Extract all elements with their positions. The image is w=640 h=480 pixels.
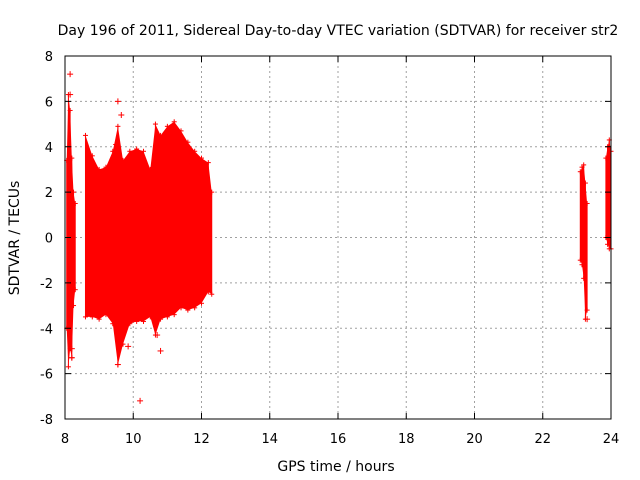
y-tick-label: 8 <box>45 50 53 65</box>
x-tick-label: 10 <box>125 432 142 447</box>
x-tick-label: 18 <box>398 432 415 447</box>
y-tick-label: 2 <box>45 186 53 201</box>
x-tick-label: 12 <box>193 432 210 447</box>
x-tick-label: 16 <box>330 432 347 447</box>
y-tick-label: 0 <box>45 232 53 247</box>
data-band <box>85 121 212 365</box>
y-tick-label: -8 <box>40 413 53 428</box>
y-tick-label: 4 <box>45 141 53 156</box>
x-tick-label: 24 <box>603 432 620 447</box>
y-tick-label: -6 <box>40 368 53 383</box>
x-axis-label: GPS time / hours <box>277 459 394 475</box>
x-tick-label: 14 <box>261 432 278 447</box>
data-layer <box>64 71 614 404</box>
chart-title: Day 196 of 2011, Sidereal Day-to-day VTE… <box>58 23 619 39</box>
y-axis-label: SDTVAR / TECUs <box>7 181 23 296</box>
x-tick-label: 8 <box>61 432 69 447</box>
x-tick-label: 22 <box>534 432 551 447</box>
y-tick-label: -4 <box>40 322 53 337</box>
data-band <box>605 139 611 249</box>
x-tick-label: 20 <box>466 432 483 447</box>
y-tick-label: 6 <box>45 95 53 110</box>
y-tick-label: -2 <box>40 277 53 292</box>
